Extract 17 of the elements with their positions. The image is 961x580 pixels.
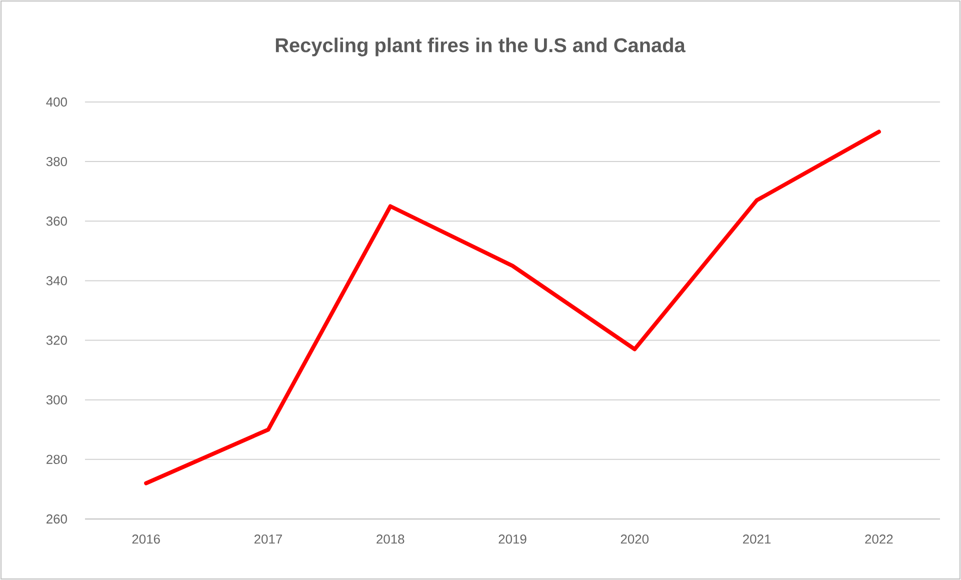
x-tick-label: 2021 <box>743 534 771 544</box>
y-tick-label: 360 <box>46 216 67 226</box>
line-series <box>144 130 881 486</box>
x-tick-label: 2020 <box>620 534 649 544</box>
chart-title: Recycling plant fires in the U.S and Canada <box>276 38 686 56</box>
y-tick-label: 320 <box>46 336 67 345</box>
x-tick-label: 2016 <box>132 534 160 544</box>
y-tick-label: 340 <box>46 276 67 286</box>
y-tick-label: 400 <box>46 97 67 107</box>
x-tick-label: 2019 <box>498 534 526 544</box>
y-tick-label: 260 <box>46 514 67 524</box>
y-tick-label: 280 <box>46 454 67 464</box>
x-tick-label: 2017 <box>254 534 282 544</box>
y-tick-label: 380 <box>46 156 67 166</box>
y-tick-label: 300 <box>46 395 67 404</box>
x-tick-label: 2018 <box>376 534 404 544</box>
x-tick-label: 2022 <box>865 534 893 544</box>
